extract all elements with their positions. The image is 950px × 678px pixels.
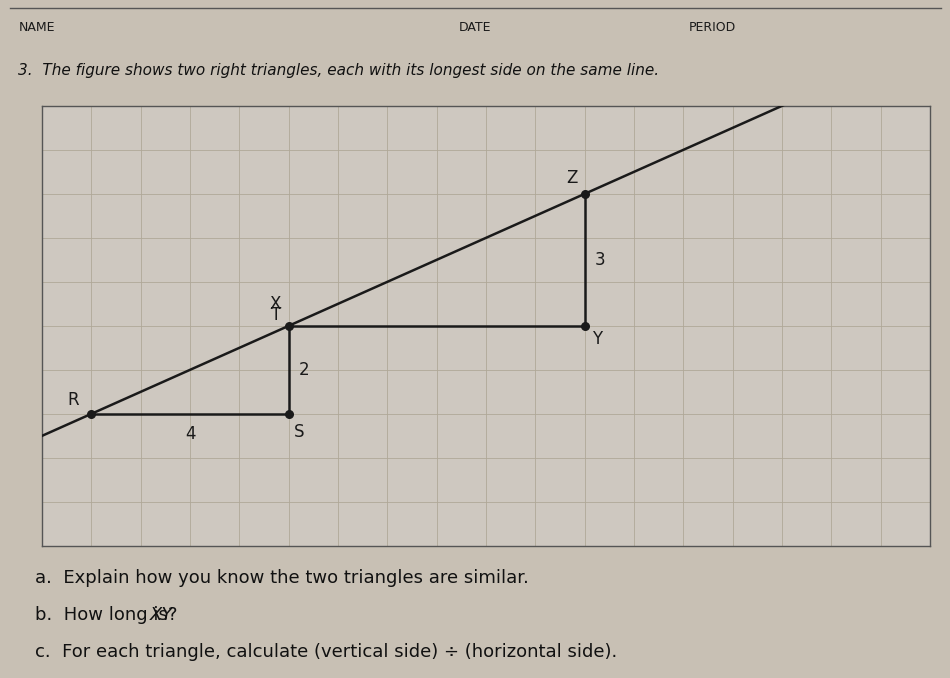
Text: T: T	[271, 306, 281, 323]
Text: NAME: NAME	[19, 22, 55, 35]
Text: 2: 2	[298, 361, 309, 379]
Text: R: R	[67, 391, 79, 410]
Text: S: S	[294, 422, 304, 441]
Text: b.  How long is: b. How long is	[35, 606, 174, 624]
Text: 3: 3	[595, 251, 605, 269]
Text: ?: ?	[168, 606, 178, 624]
Point	[577, 321, 592, 332]
Text: Y: Y	[592, 330, 602, 348]
Text: a.  Explain how you know the two triangles are similar.: a. Explain how you know the two triangle…	[35, 569, 529, 587]
Text: Z: Z	[566, 170, 578, 187]
Point	[577, 188, 592, 199]
Text: XY: XY	[150, 606, 174, 624]
Text: PERIOD: PERIOD	[689, 22, 736, 35]
Point	[281, 321, 296, 332]
Point	[281, 408, 296, 419]
Text: 4: 4	[184, 425, 196, 443]
Text: DATE: DATE	[459, 22, 491, 35]
Text: 3.  The figure shows two right triangles, each with its longest side on the same: 3. The figure shows two right triangles,…	[18, 63, 659, 78]
Text: X: X	[270, 295, 281, 313]
Text: c.  For each triangle, calculate (vertical side) ÷ (horizontal side).: c. For each triangle, calculate (vertica…	[35, 643, 618, 661]
Point	[84, 408, 99, 419]
